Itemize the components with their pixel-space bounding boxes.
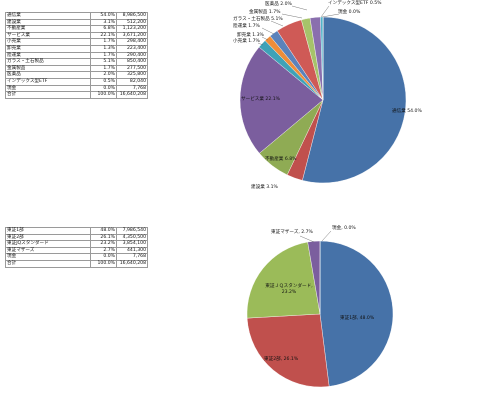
slice-label: 建設業 3.1% — [251, 183, 279, 190]
leader-line — [291, 5, 308, 11]
slice-label: 卸売業 1.3% — [237, 31, 265, 38]
slice-label: ガラス・土石製品 5.1% — [233, 15, 283, 22]
table-row: 合計 100.0% 16,640,208 — [5, 259, 148, 268]
pie-slice — [319, 240, 394, 387]
leader-line — [261, 27, 275, 35]
leader-line — [261, 36, 269, 41]
pie-slice — [246, 241, 321, 319]
slice-label: 東証マザーズ, 2.7% — [271, 228, 314, 235]
total-amount-cell: 16,640,208 — [116, 259, 148, 268]
pie-1: 東証1部, 48.0% 東証2部, 26.1% 東証ＪＱスタンダード, 23.2% 東証… — [246, 224, 394, 388]
total-amount-cell: 16,640,208 — [116, 91, 148, 99]
pie-slice — [302, 16, 407, 184]
leader-line — [270, 20, 284, 27]
market-table: 東証1部 48.0% 7,986,540 東証2部 26.1% 4,350,500 東証JQ… — [5, 227, 148, 268]
slice-label: サービス業 22.1% — [241, 95, 281, 102]
leader-line — [321, 13, 340, 18]
slice-label: 小売業 1.7% — [233, 37, 261, 44]
pie-slice — [246, 313, 330, 388]
leader-line — [257, 42, 264, 46]
pie-0: 通信業 54.0% 建設業 3.1% 不動産業 6.8% サービス業 22.1% 小売業… — [233, 0, 422, 190]
slice-label: 現金 0.0% — [338, 8, 361, 15]
leader-line — [281, 13, 303, 19]
slice-label: 東証1部, 48.0% — [340, 314, 375, 321]
table-row: 建設業 3.1% 512,200 — [5, 18, 148, 27]
slice-label: 医薬品 2.0% — [265, 0, 293, 7]
leader-line — [299, 235, 315, 243]
slice-label: 東証2部, 26.1% — [264, 355, 299, 362]
slice-label: 現金, 0.0% — [332, 224, 356, 231]
leader-line — [321, 230, 332, 242]
slice-label: インデックス型ETF 0.5% — [328, 0, 382, 6]
slice-label: 不動産業 6.8% — [265, 155, 297, 162]
table-row: 合計 100.0% 16,640,208 — [5, 91, 148, 99]
slice-label: 金属製品 1.7% — [249, 8, 281, 15]
sector-table: 通信業 54.0% 8,986,500 建設業 3.1% 512,200 不動産業 6.8% 1… — [5, 12, 148, 99]
leader-line — [320, 5, 330, 18]
slice-label: 陸運業 1.7% — [233, 22, 261, 29]
slice-label: 東証ＪＱスタンダード, 23.2% — [265, 282, 313, 295]
table-row: 金属製品 1.7% 277,500 — [5, 64, 148, 73]
slice-label: 通信業 54.0% — [392, 107, 422, 114]
pie-slice — [239, 46, 324, 154]
